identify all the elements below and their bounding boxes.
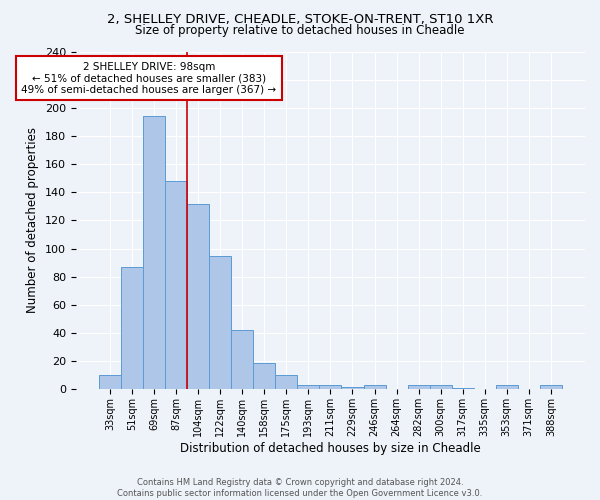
Bar — [298, 385, 319, 390]
Bar — [341, 386, 364, 390]
Text: 2 SHELLEY DRIVE: 98sqm
← 51% of detached houses are smaller (383)
49% of semi-de: 2 SHELLEY DRIVE: 98sqm ← 51% of detached… — [22, 62, 277, 95]
Bar — [253, 362, 275, 390]
Text: 2, SHELLEY DRIVE, CHEADLE, STOKE-ON-TRENT, ST10 1XR: 2, SHELLEY DRIVE, CHEADLE, STOKE-ON-TREN… — [107, 12, 493, 26]
Text: Size of property relative to detached houses in Cheadle: Size of property relative to detached ho… — [135, 24, 465, 37]
Bar — [209, 256, 231, 390]
Bar — [231, 330, 253, 390]
Text: Contains HM Land Registry data © Crown copyright and database right 2024.
Contai: Contains HM Land Registry data © Crown c… — [118, 478, 482, 498]
Bar — [407, 385, 430, 390]
Bar — [143, 116, 165, 390]
Bar — [165, 181, 187, 390]
Bar — [275, 376, 298, 390]
X-axis label: Distribution of detached houses by size in Cheadle: Distribution of detached houses by size … — [180, 442, 481, 455]
Bar — [430, 385, 452, 390]
Bar — [99, 376, 121, 390]
Bar — [121, 267, 143, 390]
Bar — [496, 385, 518, 390]
Bar — [452, 388, 474, 390]
Bar — [364, 385, 386, 390]
Y-axis label: Number of detached properties: Number of detached properties — [26, 128, 40, 314]
Bar — [187, 204, 209, 390]
Bar — [319, 385, 341, 390]
Bar — [540, 385, 562, 390]
